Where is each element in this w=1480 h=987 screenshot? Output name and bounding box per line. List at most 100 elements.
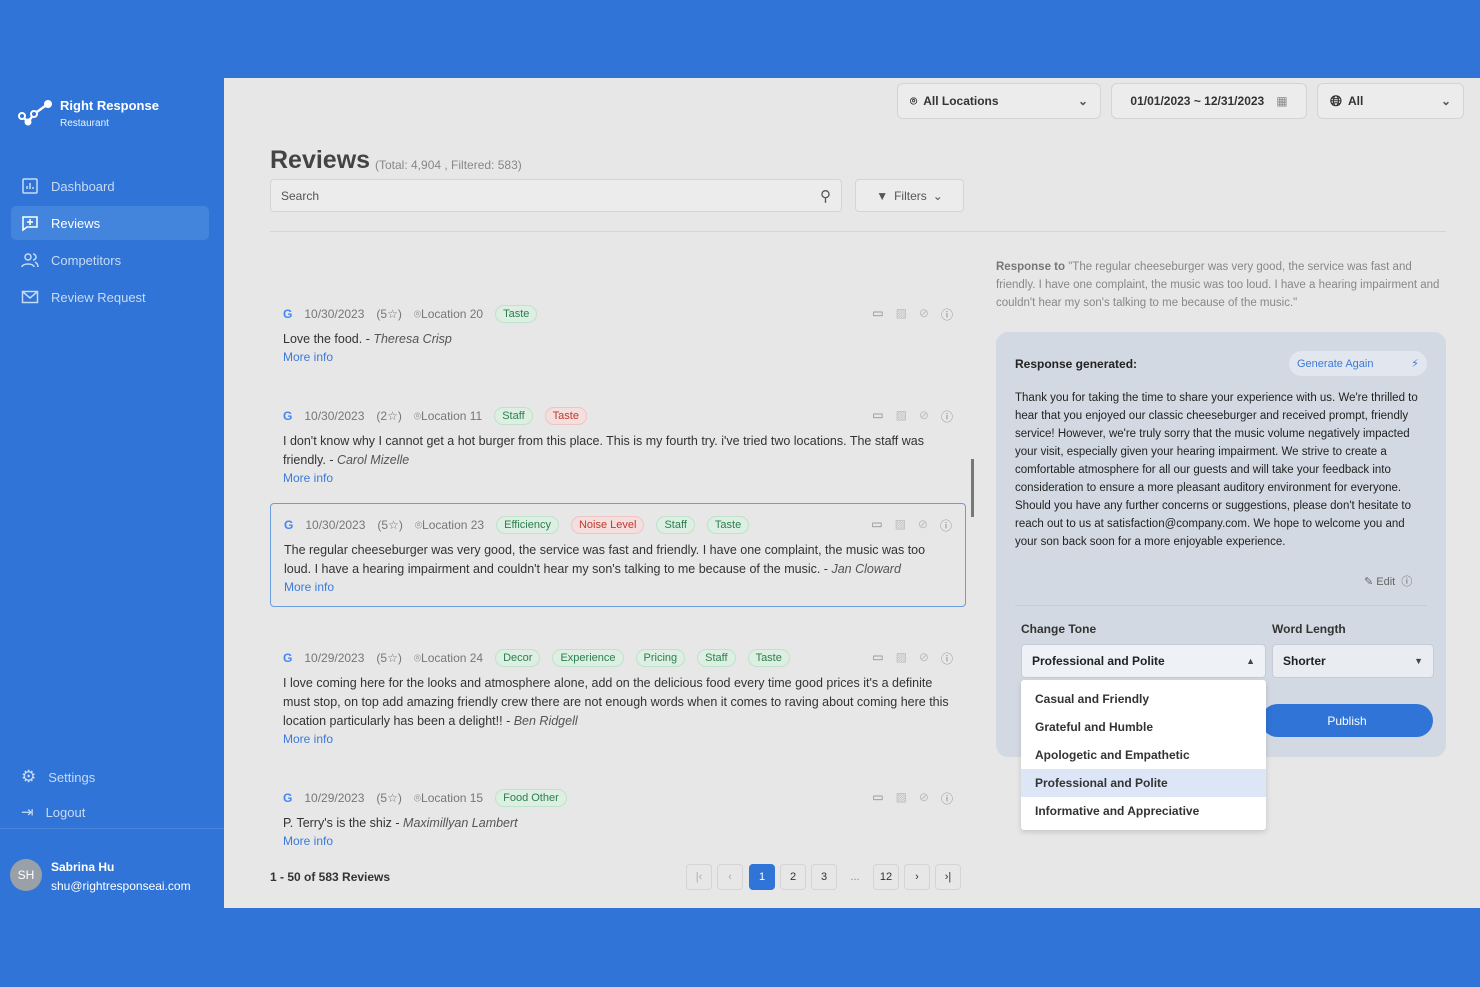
review-date: 10/30/2023 [305, 518, 366, 532]
response-text[interactable]: Thank you for taking the time to share y… [1015, 392, 1418, 548]
image-icon[interactable]: ▨ [895, 407, 907, 422]
sidebar-item-settings[interactable]: ⚙ Settings [11, 760, 209, 794]
comment-icon[interactable]: ▭ [872, 305, 884, 320]
more-info-link[interactable]: More info [283, 732, 334, 746]
tag-badge: Staff [494, 407, 533, 425]
brand-subtitle: Restaurant [60, 118, 109, 129]
brand-name: Right Response [60, 98, 159, 113]
sidebar-item-label: Settings [48, 769, 96, 785]
filters-button[interactable]: ▼ Filters ⌄ [855, 179, 964, 212]
review-card[interactable]: G 10/30/2023 (5☆) ⌾Location 23 Efficiency Noi… [270, 503, 966, 607]
location-pin-icon: ⌾ [414, 517, 423, 532]
google-icon: G [283, 307, 293, 321]
tone-option[interactable]: Grateful and Humble [1035, 720, 1154, 734]
hide-icon[interactable]: ⊘ [918, 407, 929, 422]
divider [270, 231, 1446, 232]
lightning-icon: ⚡︎ [1411, 358, 1419, 370]
more-info-link[interactable]: More info [283, 350, 334, 364]
sidebar-item-label: Reviews [51, 215, 101, 231]
sidebar-item-label: Competitors [51, 252, 122, 268]
logo-icon [18, 98, 54, 128]
chevron-down-icon: ⌄ [932, 188, 943, 203]
tag-badge: Taste [747, 649, 790, 667]
sidebar-item-logout[interactable]: ⇥ Logout [11, 795, 209, 829]
filters-label: Filters [894, 188, 927, 203]
prev-page-button[interactable]: ‹ [717, 864, 743, 890]
image-icon[interactable]: ▨ [895, 305, 907, 320]
more-info-link[interactable]: More info [284, 580, 335, 594]
tag-badge: Food Other [495, 789, 567, 807]
search-icon[interactable]: ⚲ [820, 187, 831, 205]
generate-again-button[interactable]: Generate Again ⚡︎ [1289, 351, 1427, 376]
language-select[interactable]: 🌐︎ All ⌄ [1317, 83, 1464, 119]
date-range-picker[interactable]: 01/01/2023 ~ 12/31/2023 ▦ [1111, 83, 1307, 119]
review-location: ⌾Location 11 [414, 409, 482, 424]
user-name: Sabrina Hu [51, 860, 115, 874]
search-input[interactable]: Search ⚲ [270, 179, 842, 212]
hide-icon[interactable]: ⊘ [917, 516, 928, 531]
info-icon[interactable]: ⓘ [1401, 576, 1413, 588]
location-label: Location 15 [421, 790, 484, 805]
info-icon[interactable]: ⓘ [940, 307, 953, 322]
page-button[interactable]: 1 [749, 864, 775, 890]
review-card[interactable]: G 10/29/2023 (5☆) ⌾Location 24 Decor Experien… [283, 649, 953, 746]
page-button[interactable]: 2 [780, 864, 806, 890]
review-rating: (5☆) [376, 651, 402, 665]
google-icon: G [283, 651, 293, 665]
sidebar-item-dashboard[interactable]: Dashboard [11, 169, 209, 203]
caret-down-icon: ▼ [1414, 656, 1423, 666]
image-icon[interactable]: ▨ [895, 649, 907, 664]
tag-badge: Taste [706, 516, 750, 534]
response-to-text: "The regular cheeseburger was very good,… [996, 261, 1440, 309]
hide-icon[interactable]: ⊘ [918, 305, 929, 320]
review-card[interactable]: G 10/29/2023 (5☆) ⌾Location 15 Food Other ▭ ▨ ⊘… [283, 789, 953, 848]
tone-dropdown-menu: Casual and Friendly Grateful and Humble … [1021, 680, 1266, 830]
scrollbar[interactable] [971, 459, 974, 517]
user-email: shu@rightresponseai.com [51, 879, 191, 893]
word-length-select[interactable]: Shorter ▼ [1272, 644, 1434, 678]
info-icon[interactable]: ⓘ [939, 518, 952, 533]
first-page-button[interactable]: |‹ [686, 864, 712, 890]
sidebar-item-reviews[interactable]: Reviews [11, 206, 209, 240]
next-page-button[interactable]: › [904, 864, 930, 890]
info-icon[interactable]: ⓘ [940, 651, 953, 666]
review-totals: (Total: 4,904 , Filtered: 583) [375, 158, 522, 172]
publish-button[interactable]: Publish [1261, 704, 1433, 737]
tag-badge: Pricing [635, 649, 686, 667]
tone-option[interactable]: Casual and Friendly [1035, 692, 1150, 706]
tone-option-selected[interactable]: Professional and Polite [1021, 769, 1266, 797]
comment-icon[interactable]: ▭ [872, 407, 884, 422]
last-page-button[interactable]: ›| [935, 864, 961, 890]
review-location: ⌾Location 24 [414, 651, 483, 666]
review-card[interactable]: G 10/30/2023 (5☆) ⌾Location 20 Taste ▭ ▨ ⊘ ⓘ Love… [283, 305, 953, 364]
page-button[interactable]: 12 [873, 864, 899, 890]
review-location: ⌾Location 20 [414, 307, 483, 322]
more-info-link[interactable]: More info [283, 471, 334, 485]
tone-option[interactable]: Apologetic and Empathetic [1035, 748, 1190, 762]
change-tone-label: Change Tone [1021, 622, 1097, 636]
review-card[interactable]: G 10/30/2023 (2☆) ⌾Location 11 Staff Taste ▭ ▨ ⊘… [283, 407, 953, 485]
sidebar-item-review-request[interactable]: Review Request [11, 280, 209, 314]
review-text: P. Terry's is the shiz [283, 816, 392, 830]
image-icon[interactable]: ▨ [894, 516, 906, 531]
location-select[interactable]: ⌾ All Locations ⌄ [897, 83, 1101, 119]
comment-icon[interactable]: ▭ [871, 516, 883, 531]
tone-option[interactable]: Informative and Appreciative [1035, 804, 1200, 818]
sidebar-item-competitors[interactable]: Competitors [11, 243, 209, 277]
image-icon[interactable]: ▨ [895, 789, 907, 804]
comment-icon[interactable]: ▭ [872, 789, 884, 804]
hide-icon[interactable]: ⊘ [918, 789, 929, 804]
user-profile[interactable]: SH Sabrina Hu shu@rightresponseai.com [0, 828, 224, 893]
comment-icon[interactable]: ▭ [872, 649, 884, 664]
more-info-link[interactable]: More info [283, 834, 334, 848]
info-icon[interactable]: ⓘ [940, 409, 953, 424]
review-rating: (5☆) [376, 307, 402, 321]
hide-icon[interactable]: ⊘ [918, 649, 929, 664]
generate-again-label: Generate Again [1297, 357, 1374, 370]
location-pin-icon: ⌾ [413, 790, 422, 805]
dashboard-icon [22, 178, 38, 194]
tone-select[interactable]: Professional and Polite ▲ [1021, 644, 1266, 678]
edit-button[interactable]: ✎ Edit ⓘ [1364, 573, 1412, 589]
page-button[interactable]: 3 [811, 864, 837, 890]
info-icon[interactable]: ⓘ [940, 791, 953, 806]
